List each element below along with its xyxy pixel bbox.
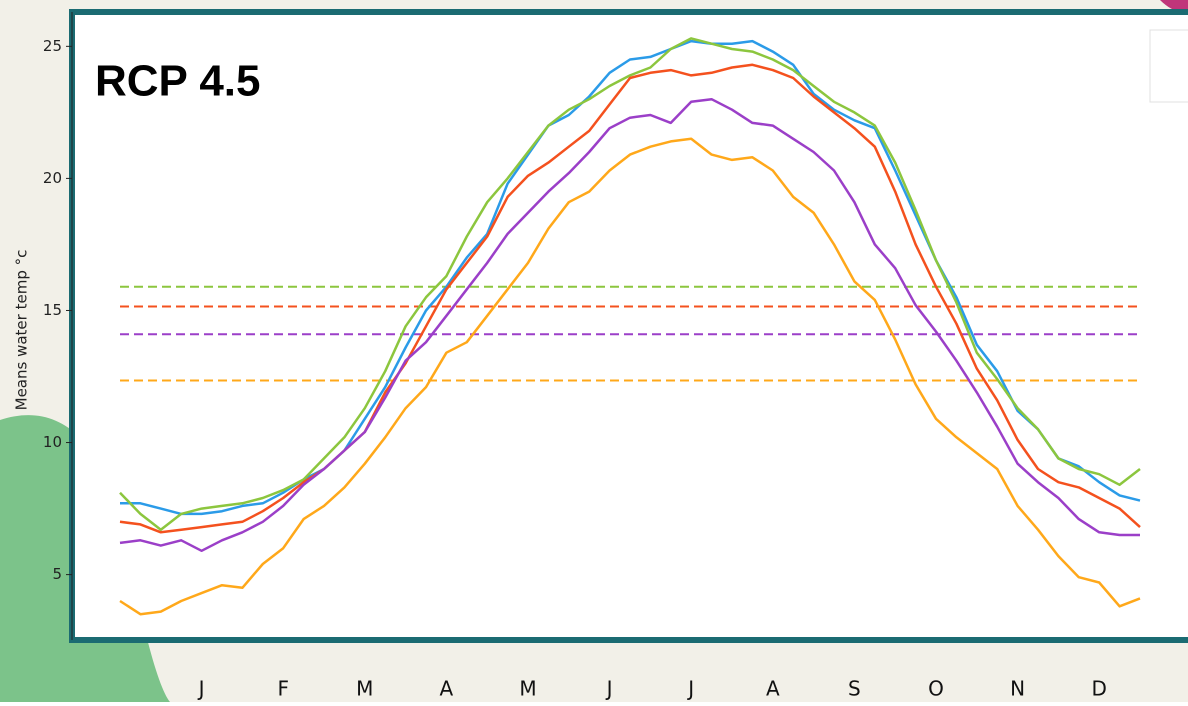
chart-title: RCP 4.5 <box>95 57 261 106</box>
x-tick-label: J <box>686 677 694 701</box>
x-tick-label: F <box>277 677 289 701</box>
series-line <box>120 39 1141 516</box>
y-tick-label: 25 <box>43 37 62 55</box>
series-line <box>119 97 1140 553</box>
x-tick-label: M <box>356 677 373 701</box>
plot: 5 10 15 20 25 J F M A M J J A S O N D <box>43 37 1141 701</box>
series-line <box>119 63 1141 534</box>
decor-box <box>1149 29 1188 103</box>
y-tick-label: 5 <box>52 565 62 583</box>
x-tick-label: A <box>766 677 780 701</box>
plot-frame <box>69 9 1188 643</box>
y-tick-label: 10 <box>43 433 62 451</box>
y-tick-label: 20 <box>43 169 62 187</box>
series-line <box>119 137 1141 616</box>
x-tick-label: D <box>1091 677 1106 701</box>
y-tick-label: 15 <box>43 301 62 319</box>
decor-corner <box>1160 0 1188 12</box>
x-tick-label: M <box>519 677 536 701</box>
x-tick-label: J <box>605 677 613 701</box>
y-axis-label: Means water temp °c <box>13 250 31 411</box>
x-tick-label: A <box>440 677 454 701</box>
x-tick-label: O <box>928 677 944 701</box>
x-tick-label: J <box>197 677 205 701</box>
series-line <box>119 37 1141 531</box>
x-tick-label: N <box>1010 677 1025 701</box>
x-tick-label: S <box>848 677 861 701</box>
